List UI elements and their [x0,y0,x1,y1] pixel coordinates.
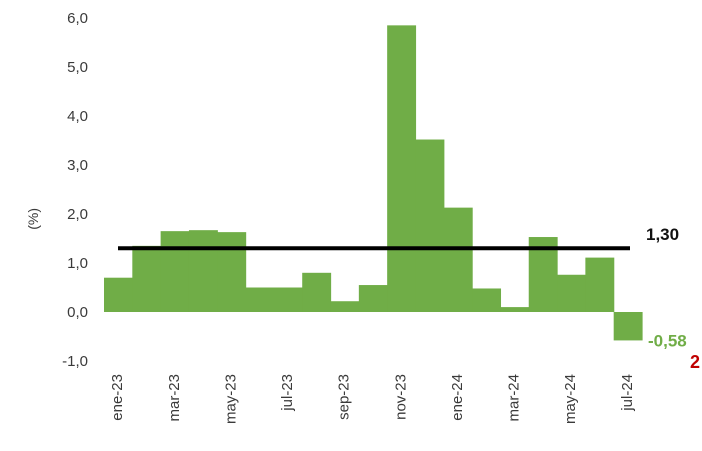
edge-mark: 2 [690,352,701,372]
x-tick-label: nov-23 [392,374,409,420]
bar [104,277,133,312]
x-tick-label: mar-23 [166,374,183,422]
y-tick-label: 1,0 [67,255,88,272]
bar [443,207,473,312]
bar [330,301,360,312]
x-tick-label: jul-24 [619,374,636,412]
average-label: 1,30 [646,225,679,244]
y-axis-title: (%) [25,208,41,230]
bar [217,232,247,312]
bar [132,245,162,312]
y-tick-label: -1,0 [62,353,88,370]
bar [302,272,332,312]
x-tick-label: mar-24 [506,374,523,422]
y-tick-label: 4,0 [67,108,88,125]
x-axis-ticks: ene-23 mar-23 may-23 jul-23 sep-23 nov-23 ene-… [109,374,636,424]
bars [104,25,643,341]
bar [557,274,586,312]
y-tick-label: 6,0 [67,10,88,27]
y-axis-ticks: 6,0 5,0 4,0 3,0 2,0 1,0 0,0 -1,0 [62,10,88,370]
bar [273,287,303,312]
y-tick-label: 3,0 [67,157,88,174]
bar [472,288,502,312]
bar [160,231,190,312]
x-tick-label: may-23 [222,374,239,424]
bar [358,285,388,312]
x-tick-label: ene-24 [449,374,466,421]
bar [585,257,615,312]
bar [500,307,530,312]
y-tick-label: 2,0 [67,206,88,223]
x-tick-label: sep-23 [336,374,353,420]
last-value-label: -0,58 [648,331,687,350]
bar [613,312,643,341]
x-tick-label: may-24 [562,374,579,424]
x-tick-label: jul-23 [279,374,296,412]
bar [415,139,445,312]
bar [188,230,218,312]
bar [387,25,417,312]
x-tick-label: ene-23 [109,374,126,421]
y-tick-label: 5,0 [67,59,88,76]
y-tick-label: 0,0 [67,304,88,321]
bar [245,287,275,312]
